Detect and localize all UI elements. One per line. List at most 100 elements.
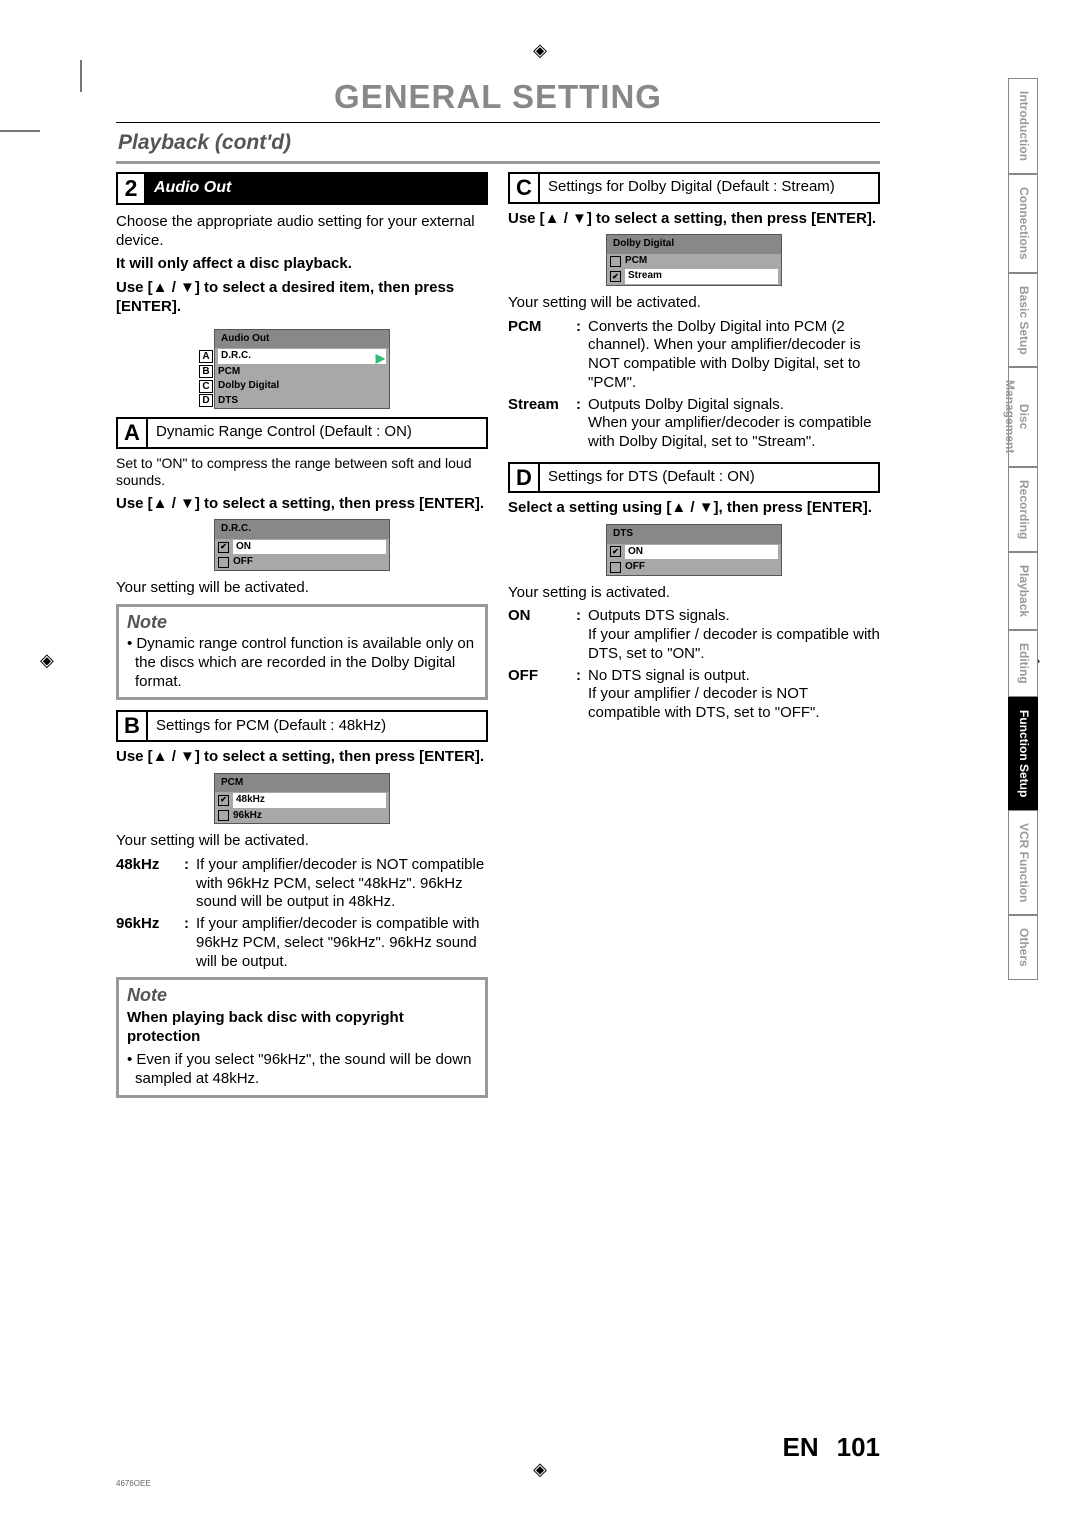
def-term: ON — [508, 607, 576, 663]
menu-item: OFF — [625, 561, 645, 574]
side-tabs: Introduction Connections Basic Setup Dis… — [1008, 78, 1038, 980]
def-term: 48kHz — [116, 856, 184, 912]
def-desc: Outputs Dolby Digital signals. When your… — [588, 396, 880, 452]
menu-screenshot-drc: D.R.C. ON OFF — [214, 519, 390, 571]
checkbox-icon — [218, 795, 229, 806]
menu-screenshot-dolby: Dolby Digital PCM Stream — [606, 234, 782, 286]
def-term: Stream — [508, 396, 576, 452]
definition-list: 48kHz:If your amplifier/decoder is NOT c… — [116, 856, 488, 972]
note-text: Dynamic range control function is availa… — [135, 635, 477, 691]
footer-page-number: 101 — [837, 1432, 880, 1463]
def-desc: Outputs DTS signals. If your amplifier /… — [588, 607, 880, 663]
instruction: Use [▲ / ▼] to select a setting, then pr… — [116, 748, 488, 767]
intro-text: Choose the appropriate audio setting for… — [116, 213, 488, 251]
def-desc: If your amplifier/decoder is compatible … — [196, 915, 488, 971]
crop-mark — [80, 60, 82, 92]
sub-header-b: B Settings for PCM (Default : 48kHz) — [116, 710, 488, 742]
tab-basic-setup[interactable]: Basic Setup — [1008, 273, 1038, 368]
checkbox-icon — [218, 542, 229, 553]
menu-title: PCM — [215, 774, 389, 793]
tab-introduction[interactable]: Introduction — [1008, 78, 1038, 174]
def-desc: Converts the Dolby Digital into PCM (2 c… — [588, 318, 880, 393]
menu-item: Stream — [625, 269, 778, 284]
page-footer: EN 101 — [116, 1432, 880, 1463]
checkbox-icon — [218, 810, 229, 821]
definition-list: ON:Outputs DTS signals. If your amplifie… — [508, 607, 880, 723]
instruction: Use [▲ / ▼] to select a desired item, th… — [116, 279, 488, 317]
footer-lang: EN — [782, 1432, 818, 1463]
chevron-right-icon: ▶ — [376, 351, 385, 366]
tab-vcr-function[interactable]: VCR Function — [1008, 810, 1038, 915]
menu-title: Audio Out — [215, 330, 389, 349]
crop-mark — [0, 130, 40, 132]
registration-mark-top: ◈ — [533, 40, 547, 61]
def-term: PCM — [508, 318, 576, 393]
note-subtitle: When playing back disc with copyright pr… — [127, 1009, 477, 1047]
tab-recording[interactable]: Recording — [1008, 467, 1038, 552]
section-title: Playback (cont'd) — [116, 131, 880, 155]
menu-item: D.R.C. — [218, 349, 386, 364]
row-letter: C — [199, 380, 213, 393]
page-title: GENERAL SETTING — [116, 78, 880, 116]
checkbox-icon — [610, 256, 621, 267]
menu-item: Dolby Digital — [218, 380, 279, 393]
tab-playback[interactable]: Playback — [1008, 552, 1038, 630]
sub-letter: A — [118, 419, 148, 447]
def-term: OFF — [508, 667, 576, 723]
menu-screenshot-pcm: PCM 48kHz 96kHz — [214, 773, 390, 825]
left-column: 2 Audio Out Choose the appropriate audio… — [116, 172, 488, 1108]
def-desc: No DTS signal is output. If your amplifi… — [588, 667, 880, 723]
row-letter: D — [199, 394, 213, 407]
sub-letter: D — [510, 464, 540, 492]
tab-disc-management[interactable]: Disc Management — [1008, 367, 1038, 466]
divider — [116, 122, 880, 123]
note-text: Even if you select "96kHz", the sound wi… — [135, 1051, 477, 1089]
row-letter: A — [199, 350, 213, 363]
menu-item: DTS — [218, 395, 238, 408]
checkbox-icon — [218, 557, 229, 568]
menu-title: DTS — [607, 525, 781, 544]
tab-connections[interactable]: Connections — [1008, 174, 1038, 273]
menu-item: ON — [625, 545, 778, 560]
checkbox-icon — [610, 271, 621, 282]
instruction: Use [▲ / ▼] to select a setting, then pr… — [116, 495, 488, 514]
definition-list: PCM:Converts the Dolby Digital into PCM … — [508, 318, 880, 452]
sub-header-a: A Dynamic Range Control (Default : ON) — [116, 417, 488, 449]
menu-screenshot-audio: Audio Out AD.R.C.▶ BPCM CDolby Digital D… — [214, 329, 390, 410]
sub-text: Settings for PCM (Default : 48kHz) — [148, 712, 486, 740]
step-title: Audio Out — [146, 172, 488, 205]
tab-editing[interactable]: Editing — [1008, 630, 1038, 697]
sub-header-d: D Settings for DTS (Default : ON) — [508, 462, 880, 494]
row-letter: B — [199, 365, 213, 378]
menu-item: PCM — [218, 366, 240, 379]
sub-header-c: C Settings for Dolby Digital (Default : … — [508, 172, 880, 204]
note-title: Note — [127, 984, 477, 1007]
right-column: C Settings for Dolby Digital (Default : … — [508, 172, 880, 1108]
activated-text: Your setting will be activated. — [116, 832, 488, 851]
divider — [116, 161, 880, 164]
instruction: Use [▲ / ▼] to select a setting, then pr… — [508, 210, 880, 229]
sub-text: Settings for Dolby Digital (Default : St… — [540, 174, 878, 202]
intro-bold: It will only affect a disc playback. — [116, 255, 488, 274]
activated-text: Your setting will be activated. — [508, 294, 880, 313]
menu-title: Dolby Digital — [607, 235, 781, 254]
tab-function-setup[interactable]: Function Setup — [1008, 697, 1038, 810]
def-desc: If your amplifier/decoder is NOT compati… — [196, 856, 488, 912]
document-code: 4676OEE — [116, 1479, 151, 1488]
sub-letter: B — [118, 712, 148, 740]
note-title: Note — [127, 611, 477, 634]
menu-item: 96kHz — [233, 810, 262, 823]
checkbox-icon — [610, 546, 621, 557]
sub-letter: C — [510, 174, 540, 202]
sub-text: Dynamic Range Control (Default : ON) — [148, 419, 486, 447]
registration-mark-left: ◈ — [40, 650, 54, 671]
def-term: 96kHz — [116, 915, 184, 971]
menu-screenshot-dts: DTS ON OFF — [606, 524, 782, 576]
tab-others[interactable]: Others — [1008, 915, 1038, 980]
instruction: Select a setting using [▲ / ▼], then pre… — [508, 499, 880, 518]
activated-text: Your setting is activated. — [508, 584, 880, 603]
note-box: Note Dynamic range control function is a… — [116, 604, 488, 701]
step-number: 2 — [116, 172, 146, 205]
page-content: GENERAL SETTING Playback (cont'd) 2 Audi… — [116, 78, 880, 1238]
note-box: Note When playing back disc with copyrig… — [116, 977, 488, 1098]
